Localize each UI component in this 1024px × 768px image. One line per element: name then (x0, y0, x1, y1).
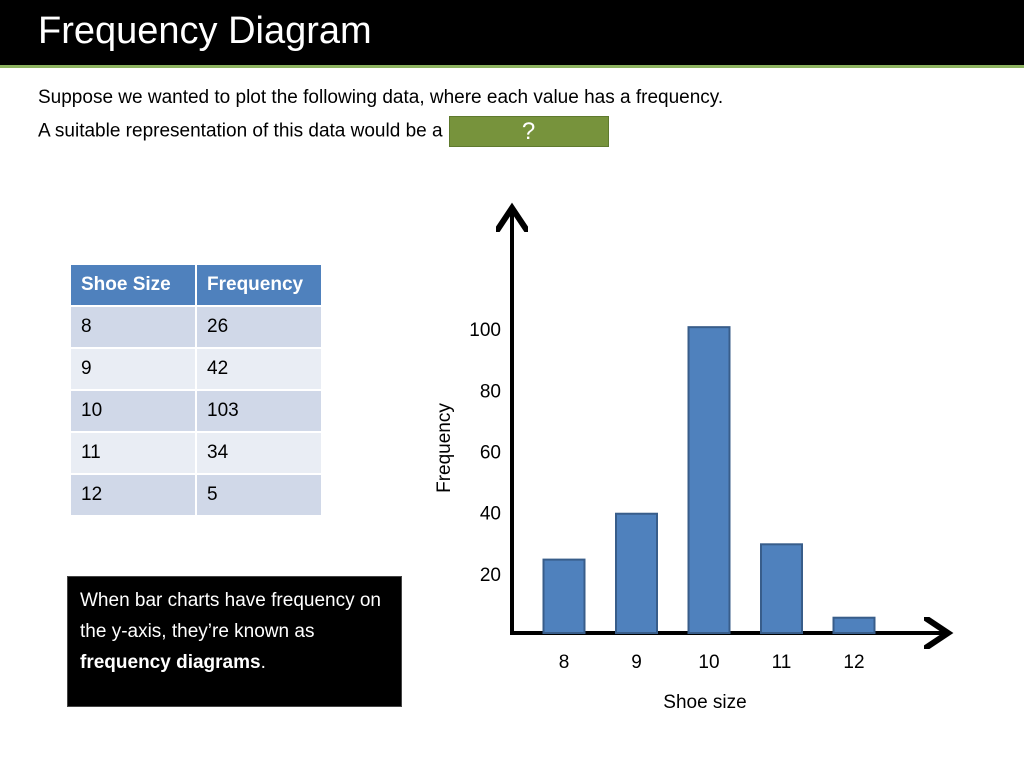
table-header: Frequency (195, 263, 323, 307)
slide-title: Frequency Diagram (38, 10, 372, 52)
table-cell: 42 (195, 347, 323, 391)
intro-line: Suppose we wanted to plot the following … (38, 87, 724, 108)
table-cell: 12 (69, 473, 197, 517)
bar (760, 543, 803, 635)
intro-text: A suitable representation of this data w… (38, 120, 443, 142)
x-tick-label: 12 (843, 652, 864, 673)
table-cell: 10 (69, 389, 197, 433)
table-header: Shoe Size (69, 263, 197, 307)
x-axis-label: Shoe size (663, 692, 746, 713)
data-table: Shoe Size Frequency 8 26 9 42 10 103 11 34 12 5 (69, 263, 323, 517)
x-tick-label: 9 (631, 652, 642, 673)
y-axis-label: Frequency (434, 403, 455, 493)
callout-end: . (260, 652, 266, 673)
y-tick-label: 100 (469, 320, 501, 341)
table-cell: 11 (69, 431, 197, 475)
y-tick-label: 80 (480, 381, 501, 402)
title-bar: Frequency Diagram (0, 0, 1024, 68)
y-tick-label: 20 (480, 565, 501, 586)
bar (832, 616, 876, 634)
intro-line: A suitable representation of this data w… (38, 116, 609, 147)
table-cell: 103 (195, 389, 323, 433)
callout: When bar charts have frequency on the y-… (67, 576, 402, 707)
table-cell: 26 (195, 305, 323, 349)
table-row: 12 5 (69, 473, 323, 517)
answer-box[interactable]: ? (448, 116, 609, 147)
x-tick-label: 10 (698, 652, 719, 673)
table-cell: 34 (195, 431, 323, 475)
table-cell: 8 (69, 305, 197, 349)
table-row: 8 26 (69, 305, 323, 349)
x-tick-label: 8 (559, 652, 570, 673)
bar (542, 558, 586, 634)
table-row: 10 103 (69, 389, 323, 433)
table-cell: 9 (69, 347, 197, 391)
bar (687, 326, 731, 634)
callout-bold: frequency diagrams (80, 652, 261, 673)
table-cell: 5 (195, 473, 323, 517)
x-tick-label: 11 (772, 652, 792, 673)
y-tick-label: 60 (480, 443, 501, 464)
y-tick-label: 40 (480, 504, 501, 525)
callout-text: When bar charts have frequency on the y-… (80, 590, 382, 642)
table-row: 11 34 (69, 431, 323, 475)
bar (615, 512, 658, 635)
table-row: 9 42 (69, 347, 323, 391)
